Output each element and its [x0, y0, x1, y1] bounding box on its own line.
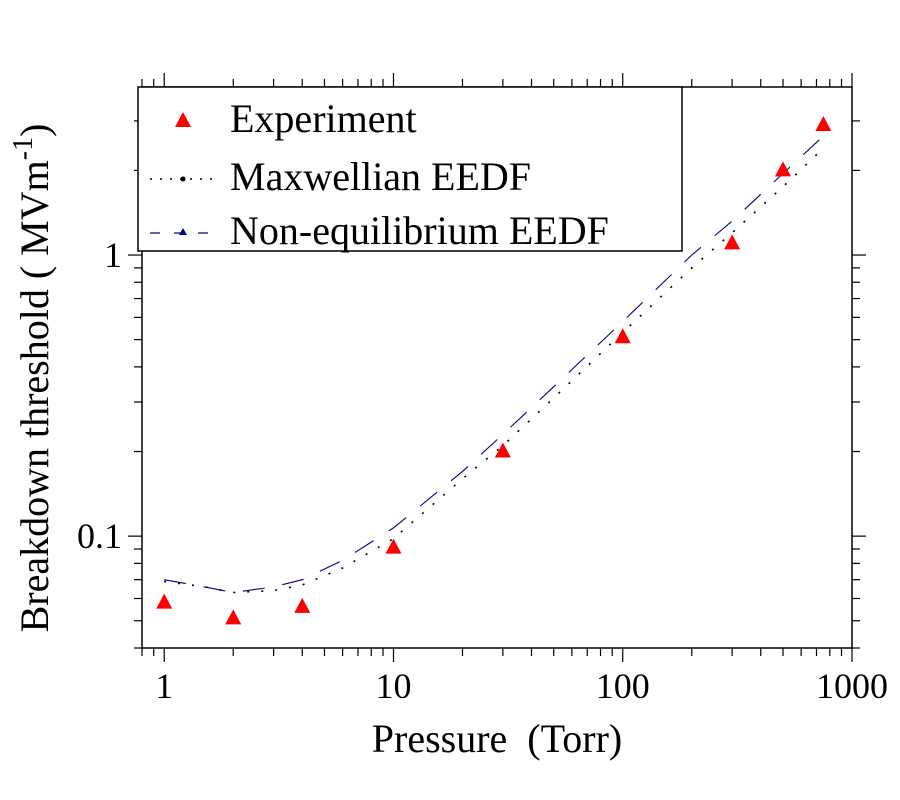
legend: Experiment Maxwellian EEDF Non-equilibri… [137, 86, 683, 253]
legend-box [137, 86, 683, 252]
x-axis-title: Pressure (Torr) [372, 716, 622, 761]
y-tick-label: 0.1 [77, 516, 122, 556]
x-tick-label: 1000 [816, 666, 888, 706]
series-lines [164, 135, 824, 594]
legend-item-non-equilibrium: Non-equilibrium EEDF [150, 208, 609, 253]
experiment-data-point [156, 593, 173, 609]
legend-label: Experiment [230, 96, 417, 141]
experiment-markers [156, 116, 832, 625]
legend-label: Non-equilibrium EEDF [230, 208, 609, 253]
experiment-data-point [724, 234, 741, 250]
y-tick-label: 1 [104, 235, 122, 275]
y-axis-title-main: Breakdown threshold ( MVm [12, 160, 57, 632]
x-tick-labels: 1 10 100 1000 [155, 666, 888, 706]
experiment-data-point [385, 538, 402, 554]
legend-small-triangle-icon [179, 228, 187, 235]
y-axis-title-close: ) [12, 124, 57, 137]
experiment-data-point [815, 116, 832, 132]
x-axis-ticks [141, 73, 853, 662]
non-equilibrium-eedf-line [164, 135, 824, 594]
y-axis-title: Breakdown threshold ( MVm-1) [8, 124, 57, 633]
experiment-data-point [294, 597, 311, 613]
x-tick-label: 100 [596, 666, 650, 706]
experiment-data-point [774, 161, 791, 177]
experiment-data-point [225, 609, 242, 625]
experiment-data-point [614, 328, 631, 344]
legend-item-maxwellian: Maxwellian EEDF [150, 154, 531, 199]
legend-dot-icon [180, 176, 186, 182]
x-tick-label: 10 [375, 666, 411, 706]
x-tick-label: 1 [155, 666, 173, 706]
legend-item-experiment: Experiment [175, 96, 417, 141]
y-axis-ticks [128, 120, 866, 649]
legend-triangle-icon [175, 112, 191, 127]
y-axis-title-superscript: -1 [8, 137, 39, 160]
y-tick-labels: 0.1 1 [77, 235, 122, 556]
legend-label: Maxwellian EEDF [230, 154, 531, 199]
experiment-data-point [494, 442, 511, 458]
